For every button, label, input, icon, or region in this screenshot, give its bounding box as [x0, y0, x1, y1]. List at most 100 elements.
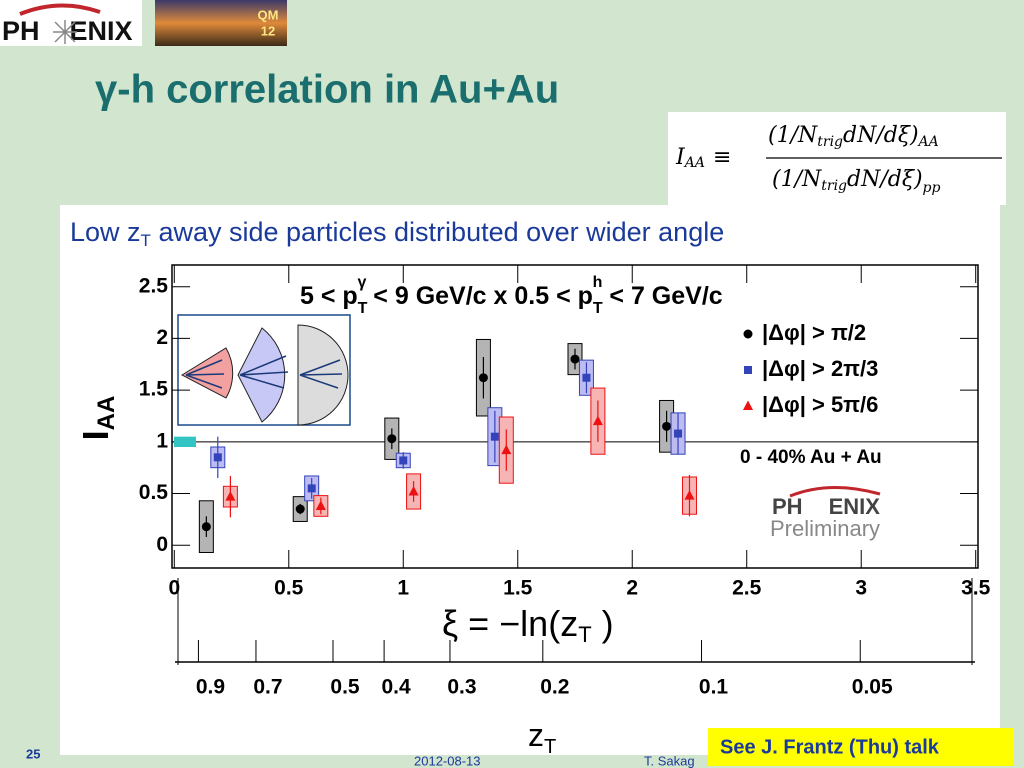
title-part: h — [593, 274, 603, 291]
logo-star — [53, 20, 77, 44]
plot-frame — [171, 264, 979, 569]
banner-image — [155, 0, 287, 46]
label-part: ) — [592, 603, 614, 644]
x2-tick-label: 0.3 — [447, 676, 476, 699]
x2-tick-label: 0.7 — [253, 676, 282, 699]
slide-title: γ-h correlation in Au+Au — [95, 68, 559, 112]
x2-axis-label: zT — [528, 717, 556, 758]
content-box — [60, 205, 1000, 755]
subtitle-part: T — [141, 231, 151, 250]
legend-part: |Δφ| > — [762, 392, 831, 417]
page-number: 25 — [26, 746, 40, 761]
logo-part: PH — [2, 16, 40, 46]
legend-marker — [744, 366, 752, 374]
watermark-text: Preliminary — [770, 516, 880, 541]
y-tick-label: 1.5 — [139, 378, 169, 401]
x2-tick-label: 0.2 — [540, 676, 569, 699]
legend-marker — [743, 329, 753, 339]
point — [213, 453, 222, 462]
point — [387, 434, 397, 444]
formula-part: dN/dξ) — [847, 167, 923, 192]
x2-tick-label: 0.4 — [381, 676, 411, 699]
x2-tick-label: 0.05 — [852, 676, 893, 699]
point — [399, 456, 408, 465]
title-part: < 9 GeV/c x 0.5 < p — [366, 282, 593, 310]
legend-label: |Δφ| > 5π/6 — [762, 392, 878, 417]
x-tick-label: 2.5 — [732, 577, 762, 600]
point — [674, 429, 683, 438]
title-part: 5 < p — [300, 282, 358, 310]
watermark-part: PH — [772, 494, 803, 519]
note: See J. Frantz (Thu) talk — [720, 736, 940, 758]
label-part: T — [544, 736, 556, 758]
formula: IAA ≡ (1/NtrigdN/dξ)AA (1/NtrigdN/dξ)pp — [675, 123, 1002, 196]
formula-part: (1/N — [768, 123, 818, 148]
formula-part: pp — [923, 180, 941, 196]
logo-text: PH ENIX — [2, 16, 133, 46]
y-tick-label: 1 — [156, 429, 168, 452]
point — [225, 491, 236, 501]
norm-uncertainty — [174, 436, 196, 448]
legend-marker — [743, 400, 753, 410]
point — [582, 373, 591, 382]
title-part: γ — [357, 274, 366, 291]
x-tick-label: 1.5 — [503, 577, 533, 600]
subtitle-part: away side particles distributed over wid… — [151, 217, 724, 247]
y-axis-label: IAA — [75, 396, 121, 441]
label-part: AA — [93, 396, 120, 431]
x-tick-label: 0 — [168, 577, 180, 600]
formula-part: I — [675, 145, 686, 170]
legend-label: |Δφ| > 2π/3 — [762, 356, 878, 381]
plot: 5 < pTγ < 9 GeV/c x 0.5 < pTh < 7 GeV/c … — [75, 264, 991, 758]
legend-part: 2π/3 — [831, 356, 878, 381]
title-part: T — [358, 300, 368, 317]
formula-part: ≡ — [713, 145, 731, 170]
point — [478, 373, 488, 383]
point — [662, 421, 672, 431]
formula-part: trig — [817, 134, 843, 150]
point — [295, 504, 305, 514]
point — [315, 500, 326, 510]
legend-part: 5π/6 — [831, 392, 878, 417]
label-part: ( — [548, 603, 560, 644]
x-tick-label: 3.5 — [961, 577, 991, 600]
title-part: < 7 GeV/c — [602, 282, 722, 310]
x2-tick-label: 0.1 — [699, 676, 729, 699]
label-part: I — [75, 430, 116, 440]
label-part: ξ = −ln — [442, 603, 548, 644]
point — [408, 485, 419, 496]
x2-tick-label: 0.9 — [196, 676, 225, 699]
x2-tick-label: 0.5 — [330, 676, 360, 699]
point — [490, 432, 499, 441]
note-box — [708, 728, 1014, 766]
logo-arc — [19, 3, 101, 16]
y-tick-label: 0.5 — [139, 481, 169, 504]
watermark-arc — [789, 486, 881, 498]
x-tick-label: 1 — [397, 577, 409, 600]
legend-part: |Δφ| > — [762, 356, 831, 381]
formula-part: dN/dξ) — [843, 123, 919, 148]
point — [307, 484, 316, 493]
formula-part: AA — [683, 155, 705, 171]
inset-diagram — [177, 314, 351, 426]
point — [684, 490, 695, 500]
point — [501, 444, 512, 455]
x-tick-label: 3 — [855, 577, 867, 600]
legend-part: |Δφ| > — [762, 320, 831, 345]
legend-part: π/2 — [831, 320, 866, 345]
watermark: PH ENIX — [772, 494, 880, 519]
y-tick-label: 0 — [156, 533, 168, 556]
footer-author: T. Sakag — [644, 753, 695, 768]
x-axis-label: ξ = −ln(zT ) — [442, 603, 614, 647]
svg-text:IAA≡: IAA ≡ — [675, 145, 731, 171]
footer-date: 2012-08-13 — [414, 753, 481, 768]
x-tick-label: 2 — [626, 577, 638, 600]
annotation: 0 - 40% Au + Au — [740, 447, 882, 468]
point — [201, 522, 211, 532]
watermark-part: ENIX — [829, 494, 881, 519]
badge-text: 12 — [261, 23, 275, 38]
subtitle: Low zT away side particles distributed o… — [70, 217, 724, 250]
y-tick-label: 2.5 — [139, 274, 169, 297]
